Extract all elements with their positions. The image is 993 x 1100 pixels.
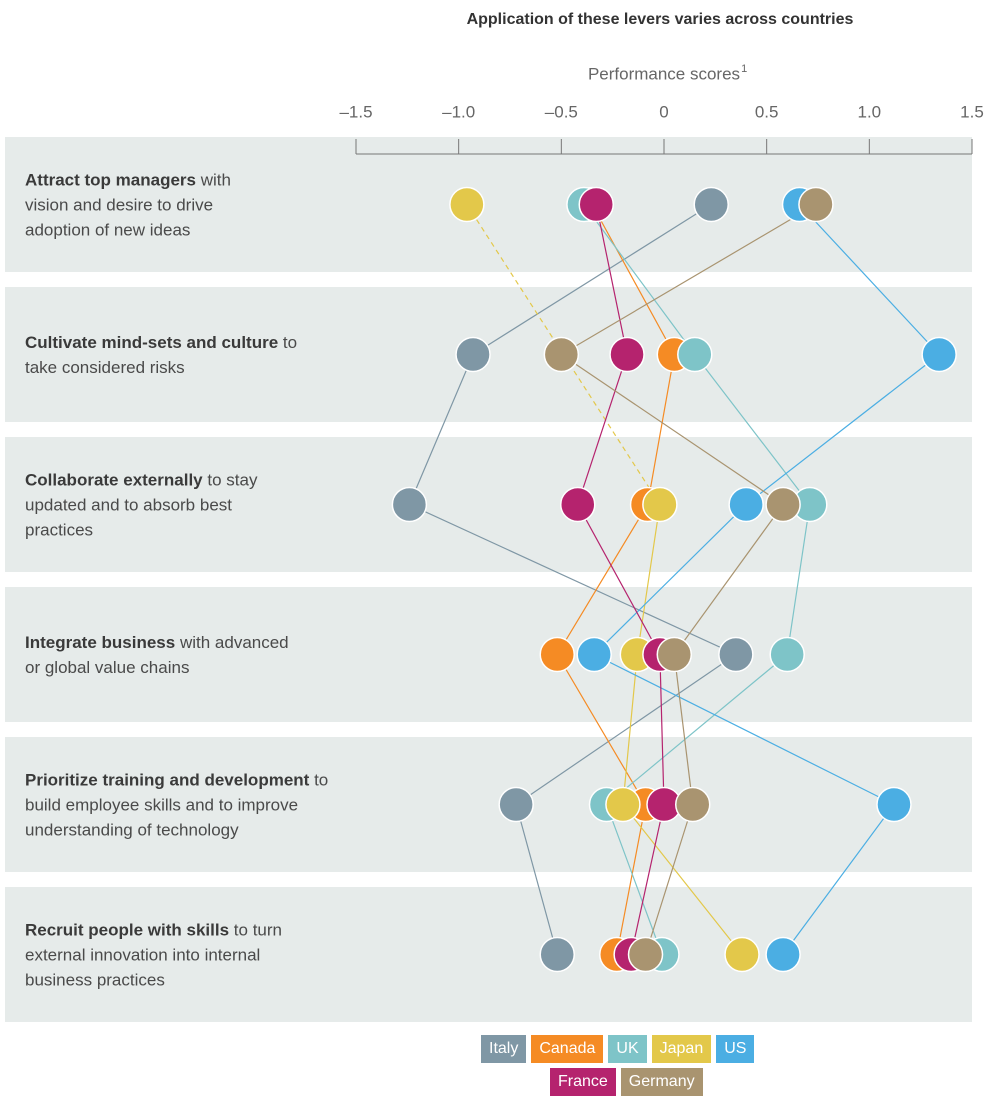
dot: [578, 186, 614, 223]
dot: [724, 936, 760, 973]
dot: [449, 186, 485, 223]
x-tick-label: 1.0: [858, 102, 882, 121]
category-label: Prioritize training and development to b…: [25, 767, 343, 842]
category-label: Cultivate mind-sets and culture to take …: [25, 330, 310, 380]
dot: [609, 336, 645, 373]
series-line: [408, 203, 738, 955]
dot: [627, 936, 664, 973]
legend-item: Germany: [620, 1068, 703, 1096]
category-label: Recruit people with skills to turn exter…: [25, 917, 325, 992]
legend: Italy Canada UK Japan US France Germany: [481, 1035, 871, 1096]
legend-item: Italy: [481, 1035, 527, 1063]
dots: [391, 186, 957, 973]
x-tick-label: 0.5: [755, 102, 779, 121]
x-tick-label: –0.5: [545, 102, 578, 121]
legend-item: US: [716, 1035, 755, 1063]
series-line: [583, 204, 811, 955]
category-label: Attract top managers with vision and des…: [25, 167, 270, 242]
category-label-text: to stay updated and to absorb best pract…: [25, 470, 258, 539]
dot: [455, 336, 491, 373]
dot: [765, 486, 801, 523]
dot: [539, 636, 575, 673]
series-line: [622, 504, 743, 955]
category-label-text: to build employee skills and to improve …: [25, 770, 329, 839]
series-line: [593, 204, 941, 955]
dot: [718, 636, 754, 673]
dot: [677, 336, 713, 373]
category-label-text: to take considered risks: [25, 332, 298, 377]
chart-title: Application of these levers varies acros…: [467, 11, 854, 28]
category-label-bold: Recruit people with skills: [25, 920, 230, 939]
gap-connector: [466, 204, 661, 505]
category-label-text: with advanced or global value chains: [25, 632, 289, 677]
dot: [674, 786, 711, 823]
x-tick-label: 0: [659, 102, 668, 121]
dot: [798, 186, 834, 223]
dot: [769, 636, 805, 673]
category-label-bold: Collaborate externally: [25, 470, 203, 489]
category-label: Collaborate externally to stay updated a…: [25, 467, 265, 542]
dot: [576, 636, 612, 673]
dot: [543, 336, 580, 373]
dot: [605, 786, 641, 823]
dot: [391, 486, 428, 523]
legend-item: Canada: [531, 1035, 604, 1063]
row-band: [5, 737, 972, 872]
row-band: [5, 887, 972, 1022]
axis-label-footnote: 1: [741, 63, 747, 75]
x-tick-label: –1.0: [442, 102, 475, 121]
category-label-text: with vision and desire to drive adoption…: [25, 170, 231, 239]
dot: [656, 636, 693, 673]
bands: [5, 137, 972, 1022]
series-lines: [408, 203, 941, 955]
dot: [498, 786, 534, 823]
dot: [876, 786, 912, 823]
dot: [539, 936, 575, 973]
series-line: [577, 204, 665, 955]
legend-item: Japan: [651, 1035, 712, 1063]
dot: [642, 486, 678, 523]
row-band: [5, 587, 972, 722]
category-label-bold: Prioritize training and development: [25, 770, 310, 789]
category-label: Integrate business with advanced or glob…: [25, 630, 290, 680]
series-line: [556, 204, 675, 955]
category-label-bold: Attract top managers: [25, 170, 196, 189]
series-line: [560, 203, 817, 955]
legend-item: France: [550, 1068, 616, 1096]
legend-item: UK: [608, 1035, 647, 1063]
category-label-bold: Cultivate mind-sets and culture: [25, 332, 279, 352]
dot: [693, 186, 729, 223]
x-tick-label: 1.5: [960, 102, 984, 121]
dot: [921, 336, 957, 373]
axis-label: Performance scores: [588, 64, 740, 83]
category-label-text: to turn external innovation into interna…: [25, 920, 282, 989]
dot: [728, 486, 764, 523]
category-label-bold: Integrate business: [25, 632, 176, 652]
x-tick-label: –1.5: [339, 102, 372, 121]
dot: [765, 936, 801, 973]
dot: [560, 486, 596, 523]
